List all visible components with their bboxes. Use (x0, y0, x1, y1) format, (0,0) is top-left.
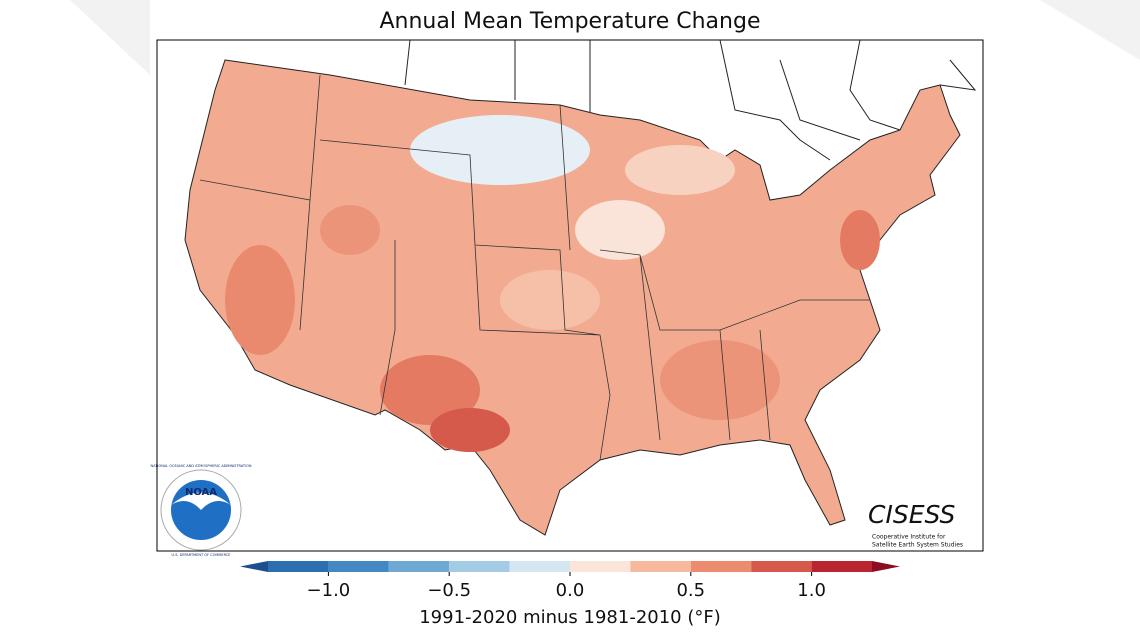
noaa-ring-top: NATIONAL OCEANIC AND ATMOSPHERIC ADMINIS… (151, 464, 252, 468)
corner-shade (70, 0, 150, 75)
colorbar-segment (449, 561, 510, 572)
colorbar-segment (630, 561, 691, 572)
canada-borders (404, 39, 977, 161)
colorbar-tick-label: −1.0 (307, 580, 351, 601)
state-borders (199, 74, 870, 461)
colorbar-segment (268, 561, 329, 572)
colorbar-segment (388, 561, 450, 572)
colorbar-segment (751, 561, 812, 572)
colorbar-tick-label: 1.0 (797, 580, 826, 601)
colorbar-extend-high (872, 561, 900, 572)
cisess-name: CISESS (868, 500, 955, 529)
noaa-name: NOAA (185, 487, 217, 498)
colorbar-tick-label: 0.0 (556, 580, 585, 601)
colorbar: −1.0 −0.5 0.0 0.5 1.0 (240, 561, 900, 601)
colorbar-tick-label: 0.5 (676, 580, 705, 601)
map: NOAA NATIONAL OCEANIC AND ATMOSPHERIC AD… (151, 39, 984, 557)
colorbar-extend-low (240, 561, 268, 572)
colorbar-segment (328, 561, 389, 572)
colorbar-label: 1991-2020 minus 1981-2010 (°F) (419, 607, 721, 628)
noaa-ring-bottom: U.S. DEPARTMENT OF COMMERCE (172, 553, 231, 557)
colorbar-tick-label: −0.5 (427, 580, 471, 601)
cisess-line2: Satellite Earth System Studies (872, 542, 963, 549)
cisess-line1: Cooperative Institute for (872, 534, 946, 541)
corner-shade (1040, 0, 1140, 60)
noaa-logo: NOAA NATIONAL OCEANIC AND ATMOSPHERIC AD… (151, 464, 252, 557)
colorbar-segment (509, 561, 570, 572)
colorbar-segment (570, 561, 631, 572)
colorbar-segment (690, 561, 752, 572)
cisess-logo: CISESS Cooperative Institute for Satelli… (868, 500, 963, 549)
map-title: Annual Mean Temperature Change (380, 9, 761, 34)
colorbar-segment (811, 561, 872, 572)
anomaly-patches (225, 115, 880, 452)
